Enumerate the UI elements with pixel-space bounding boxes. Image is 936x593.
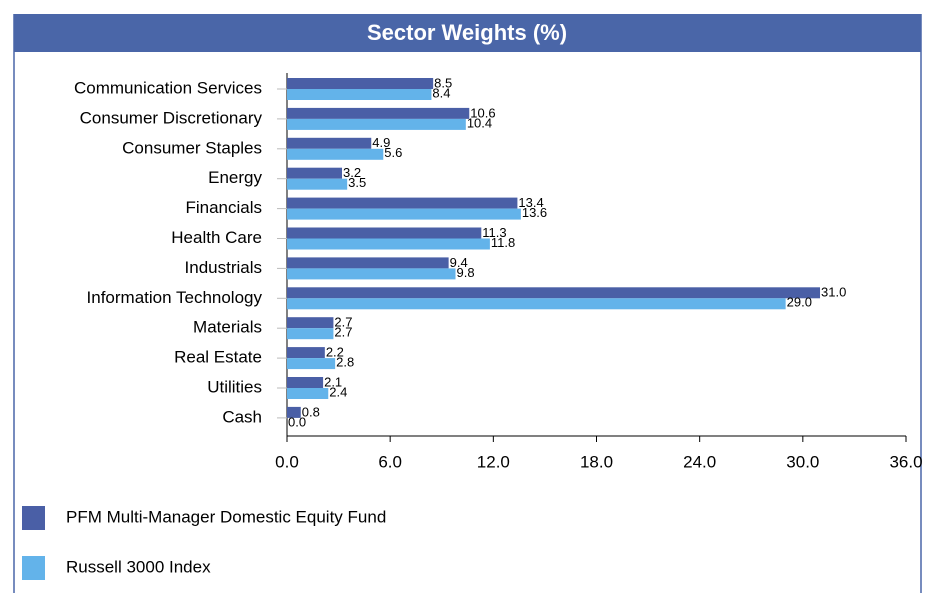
x-tick-label: 18.0: [580, 452, 613, 471]
value-label: 5.6: [384, 145, 402, 160]
value-label: 8.4: [432, 85, 450, 100]
title-bar: [14, 14, 921, 52]
x-tick-label: 30.0: [786, 452, 819, 471]
bar: [287, 148, 384, 160]
value-label: 2.8: [336, 355, 354, 370]
value-label: 13.4: [518, 195, 543, 210]
value-label: 3.2: [343, 165, 361, 180]
bar: [287, 298, 786, 310]
value-label: 2.4: [329, 384, 347, 399]
bar: [287, 287, 821, 299]
bar: [287, 89, 432, 100]
value-label: 2.7: [334, 325, 352, 340]
y-tick-label: Information Technology: [87, 288, 263, 307]
bar: [287, 377, 324, 388]
chart-title: Sector Weights (%): [367, 20, 567, 45]
bar: [287, 406, 301, 418]
value-label: 0.0: [288, 414, 306, 429]
x-tick-label: 0.0: [275, 452, 299, 471]
x-tick-label: 24.0: [683, 452, 716, 471]
bar: [287, 208, 521, 220]
value-label: 0.8: [302, 404, 320, 419]
y-tick-label: Consumer Discretionary: [80, 108, 263, 127]
value-label: 9.4: [450, 255, 468, 270]
bar: [287, 328, 334, 340]
y-tick-label: Industrials: [185, 258, 262, 277]
value-label: 11.8: [491, 235, 515, 250]
bar: [287, 167, 343, 179]
y-tick-label: Energy: [208, 168, 262, 187]
y-tick-label: Cash: [222, 407, 262, 426]
x-tick-label: 36.0: [889, 452, 922, 471]
bar: [287, 238, 490, 250]
bar: [287, 268, 456, 280]
value-label: 4.9: [372, 135, 390, 150]
bar: [287, 257, 449, 269]
value-label: 31.0: [821, 285, 846, 300]
value-label: 11.3: [482, 225, 506, 240]
bar: [287, 317, 334, 329]
y-tick-label: Communication Services: [74, 78, 262, 97]
legend-swatch: [22, 506, 45, 530]
bar: [287, 197, 518, 209]
value-label: 9.8: [457, 265, 475, 280]
value-label: 2.2: [326, 345, 344, 360]
value-label: 29.0: [787, 295, 812, 310]
value-label: 3.5: [348, 175, 366, 190]
y-tick-label: Utilities: [207, 377, 262, 396]
value-label: 10.6: [470, 105, 495, 120]
bar: [287, 137, 372, 149]
value-label: 13.6: [522, 205, 547, 220]
y-tick-label: Materials: [193, 318, 262, 337]
legend-label: PFM Multi-Manager Domestic Equity Fund: [66, 507, 386, 526]
bar: [287, 107, 470, 119]
y-tick-label: Consumer Staples: [122, 138, 262, 157]
value-label: 10.4: [467, 115, 492, 130]
y-tick-label: Real Estate: [174, 348, 262, 367]
bar: [287, 227, 482, 239]
x-tick-label: 12.0: [477, 452, 510, 471]
bar: [287, 118, 466, 130]
value-label: 2.1: [324, 374, 342, 389]
value-label: 8.5: [434, 75, 452, 90]
bar: [287, 388, 329, 399]
y-tick-label: Financials: [185, 198, 262, 217]
y-tick-label: Health Care: [171, 228, 262, 247]
bar: [287, 347, 325, 359]
bar: [287, 78, 434, 89]
value-label: 2.7: [334, 315, 352, 330]
bar: [287, 358, 336, 370]
bar: [287, 178, 348, 190]
legend-label: Russell 3000 Index: [66, 557, 211, 576]
legend-swatch: [22, 556, 45, 580]
x-tick-label: 6.0: [378, 452, 402, 471]
